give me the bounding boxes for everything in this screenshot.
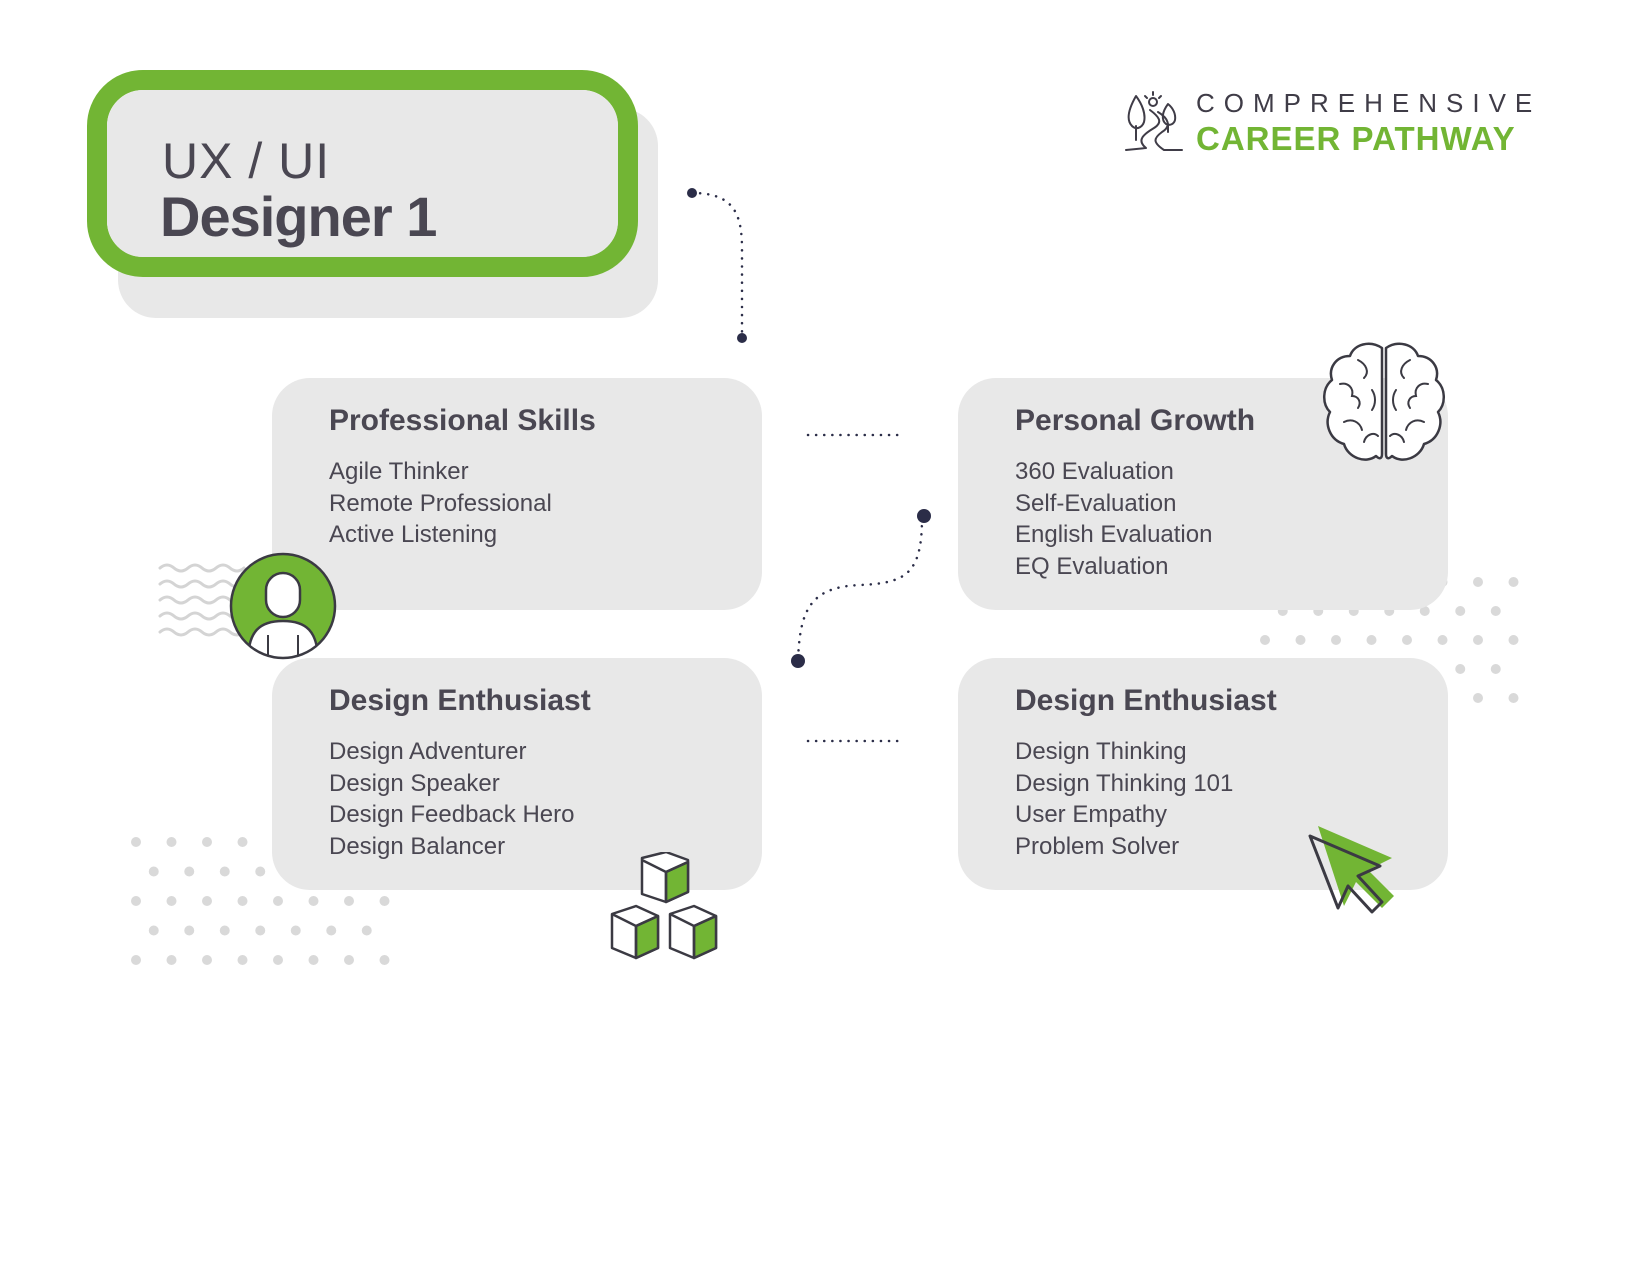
decor-dot bbox=[1508, 577, 1519, 587]
decor-dot bbox=[202, 896, 212, 906]
decor-dot bbox=[1473, 577, 1483, 587]
card-title: Design Enthusiast bbox=[1015, 684, 1277, 717]
decor-dot bbox=[379, 896, 390, 906]
decor-dot bbox=[237, 837, 248, 847]
decor-dot bbox=[131, 837, 141, 847]
connector-center-curve bbox=[796, 516, 924, 662]
decor-dot bbox=[273, 955, 283, 965]
decor-dot bbox=[148, 866, 159, 877]
card-skill-list: Design Adventurer Design Speaker Design … bbox=[329, 736, 574, 862]
card-skill-list: Design Thinking Design Thinking 101 User… bbox=[1015, 736, 1233, 862]
list-item: Design Thinking bbox=[1015, 738, 1187, 765]
decor-dot bbox=[344, 896, 354, 906]
card-title: Design Enthusiast bbox=[329, 684, 591, 717]
list-item: English Evaluation bbox=[1015, 521, 1213, 548]
cubes-icon bbox=[610, 852, 718, 960]
decor-dot bbox=[1260, 635, 1270, 645]
decor-dot bbox=[166, 837, 177, 847]
decor-dot bbox=[1331, 635, 1341, 645]
decor-dot bbox=[131, 896, 141, 906]
decor-dot bbox=[237, 896, 248, 906]
list-item: User Empathy bbox=[1015, 801, 1168, 828]
decor-dot bbox=[344, 955, 354, 965]
decor-dot bbox=[1490, 606, 1501, 616]
decor-dot bbox=[1455, 664, 1466, 674]
list-item: Remote Professional bbox=[329, 489, 552, 517]
card-skill-list: 360 Evaluation Self-Evaluation English E… bbox=[1015, 456, 1212, 582]
decor-dot bbox=[184, 925, 195, 936]
decor-dot bbox=[1402, 635, 1412, 645]
connector-dot bbox=[687, 188, 697, 198]
list-item: Problem Solver bbox=[1015, 832, 1180, 860]
card-professional-skills: Professional Skills Agile Thinker Remote… bbox=[272, 378, 762, 610]
list-item: Design Adventurer bbox=[329, 738, 527, 765]
decor-dot bbox=[202, 837, 212, 847]
decor-dot bbox=[184, 866, 195, 877]
decor-dot bbox=[361, 925, 372, 936]
list-item: Active Listening bbox=[329, 521, 498, 548]
decor-dot bbox=[255, 925, 266, 936]
list-item: Design Feedback Hero bbox=[329, 801, 575, 828]
decor-dot bbox=[326, 925, 337, 936]
card-skill-list: Agile Thinker Remote Professional Active… bbox=[329, 456, 552, 551]
brand-name-line1: COMPREHENSIVE bbox=[1196, 88, 1542, 118]
cursor-arrow-icon bbox=[1308, 826, 1394, 914]
decor-dot bbox=[1437, 635, 1448, 645]
page-title-level: Designer 1 bbox=[160, 185, 437, 248]
decor-dot bbox=[148, 925, 159, 936]
list-item: Design Balancer bbox=[329, 832, 506, 860]
title-card bbox=[107, 90, 618, 257]
wavy-lines-decoration bbox=[158, 563, 246, 637]
decor-dot bbox=[1473, 693, 1483, 703]
list-item: EQ Evaluation bbox=[1015, 552, 1169, 580]
list-item: Self-Evaluation bbox=[1015, 489, 1177, 517]
person-avatar-icon bbox=[229, 552, 337, 660]
list-item: 360 Evaluation bbox=[1015, 458, 1174, 485]
decor-dot bbox=[166, 896, 177, 906]
decor-dot bbox=[255, 866, 266, 877]
card-title: Personal Growth bbox=[1015, 404, 1256, 437]
decor-dot bbox=[290, 925, 301, 936]
brain-icon bbox=[1323, 342, 1445, 461]
list-item: Design Speaker bbox=[329, 769, 500, 797]
decor-dot bbox=[1455, 606, 1466, 616]
decor-dot bbox=[1508, 693, 1519, 703]
decor-dot bbox=[1490, 664, 1501, 674]
connector-dot bbox=[737, 333, 747, 343]
decor-dot bbox=[1295, 635, 1306, 645]
decor-dot bbox=[379, 955, 390, 965]
card-design-enthusiast-left: Design Enthusiast Design Adventurer Desi… bbox=[272, 658, 762, 890]
list-item: Agile Thinker bbox=[329, 458, 469, 485]
path-with-trees-icon bbox=[1125, 91, 1183, 151]
page-title-role: UX / UI bbox=[162, 133, 331, 189]
decor-dot bbox=[219, 866, 230, 877]
decor-dot bbox=[202, 955, 212, 965]
card-design-enthusiast-right: Design Enthusiast Design Thinking Design… bbox=[958, 658, 1448, 890]
connector-dot bbox=[791, 654, 805, 668]
decor-dot bbox=[219, 925, 230, 936]
decor-dot bbox=[1508, 635, 1519, 645]
decor-dot bbox=[166, 955, 177, 965]
decor-dot bbox=[308, 896, 319, 906]
decor-dot bbox=[1419, 606, 1430, 616]
connector-dot bbox=[917, 509, 931, 523]
title-card-frame bbox=[87, 70, 638, 277]
card-title: Professional Skills bbox=[329, 404, 596, 437]
decor-dot bbox=[273, 896, 283, 906]
decor-dot bbox=[131, 955, 141, 965]
connector-title-to-cards bbox=[690, 191, 744, 340]
brand-name-line2: CAREER PATHWAY bbox=[1196, 120, 1516, 157]
list-item: Design Thinking 101 bbox=[1015, 769, 1234, 797]
decor-dot bbox=[237, 955, 248, 965]
decor-dot bbox=[1473, 635, 1483, 645]
decor-dot bbox=[308, 955, 319, 965]
decor-dot bbox=[1366, 635, 1377, 645]
